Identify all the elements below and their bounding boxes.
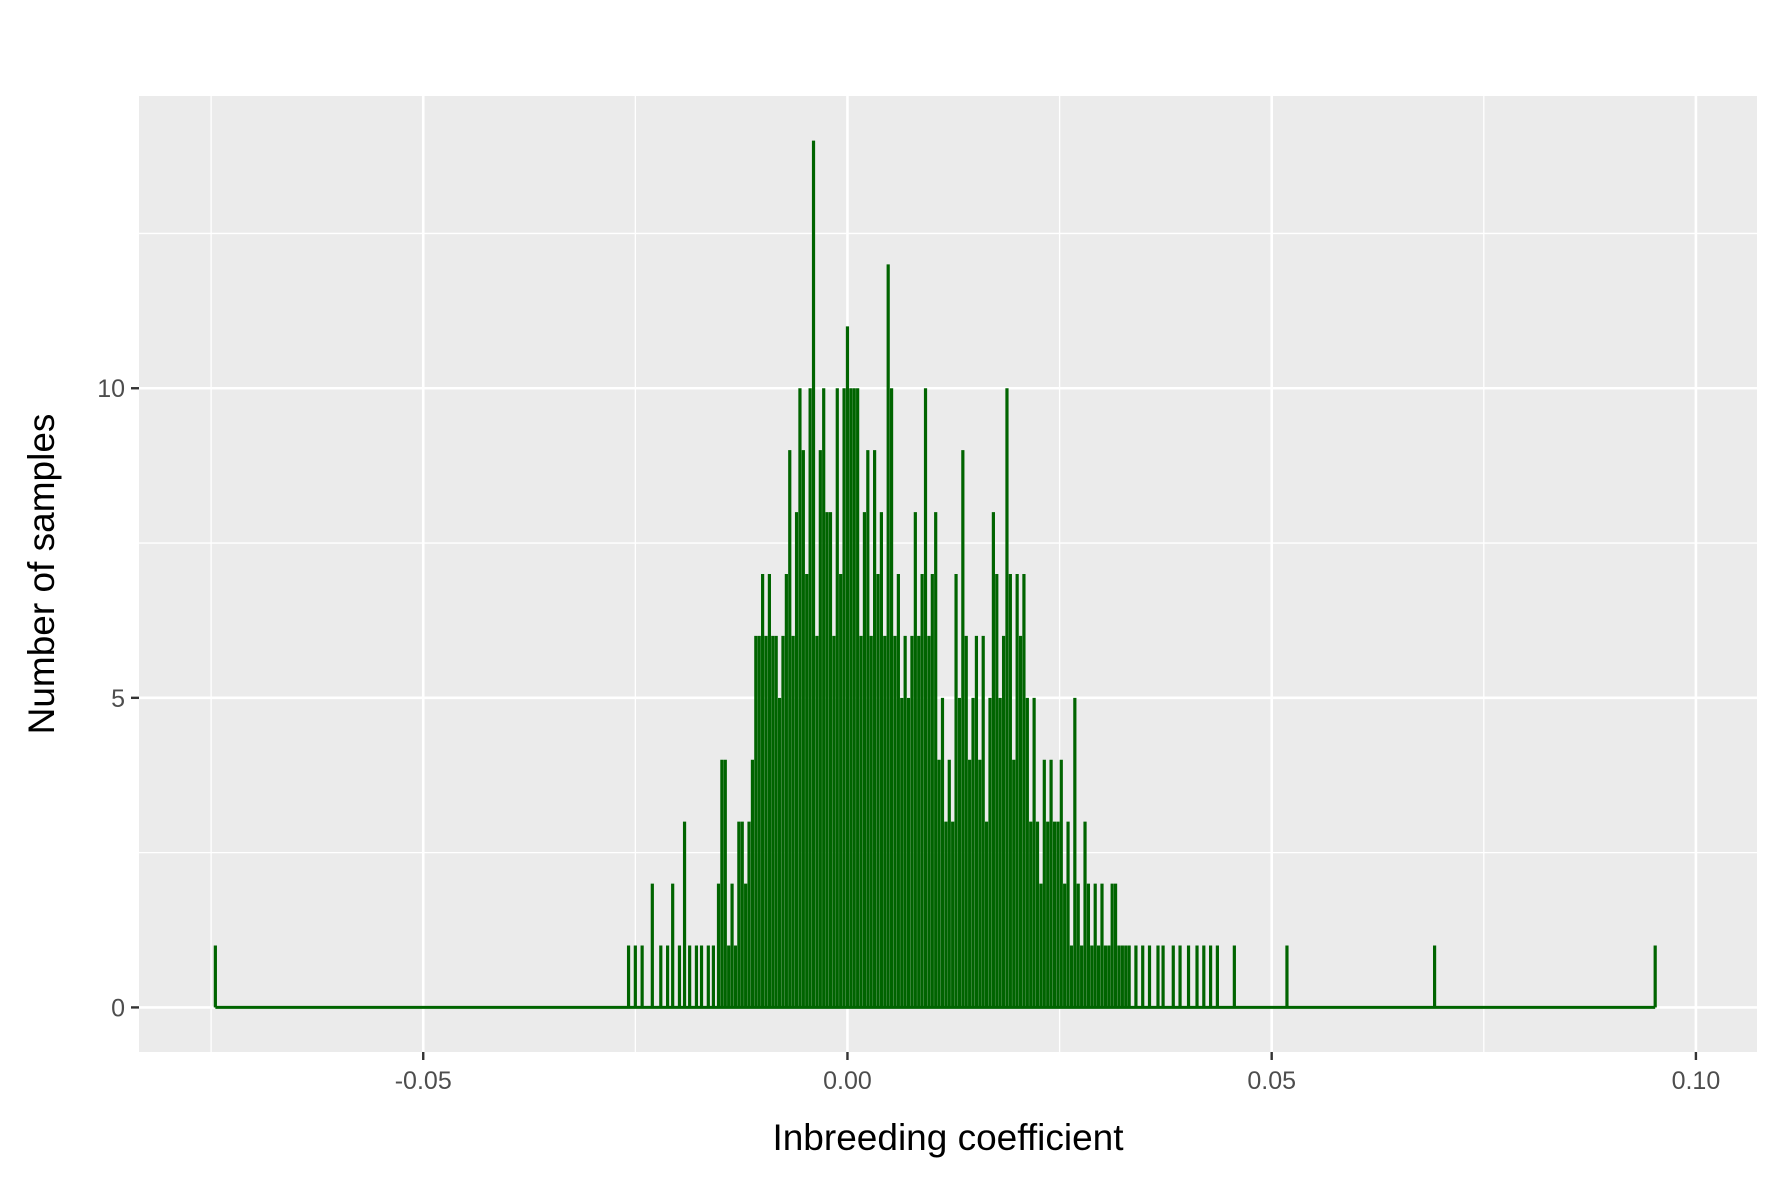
y-tick-label: 0 (111, 994, 125, 1022)
minor-gridlines (139, 96, 1757, 1052)
x-tick-label: -0.05 (395, 1067, 452, 1095)
y-axis-tick-labels: 0 5 10 (97, 375, 125, 1022)
y-axis-title: Number of samples (21, 414, 62, 735)
x-axis-tick-labels: -0.05 0.00 0.05 0.10 (395, 1067, 1721, 1095)
y-tick-label: 5 (111, 685, 125, 713)
x-axis-title: Inbreeding coefficient (772, 1117, 1124, 1158)
histogram-series (213, 140, 1657, 1009)
x-tick-label: 0.05 (1247, 1067, 1296, 1095)
y-tick-label: 10 (97, 375, 125, 403)
axis-ticks (131, 387, 1698, 1060)
x-tick-label: 0.10 (1672, 1067, 1721, 1095)
x-tick-label: 0.00 (823, 1067, 872, 1095)
